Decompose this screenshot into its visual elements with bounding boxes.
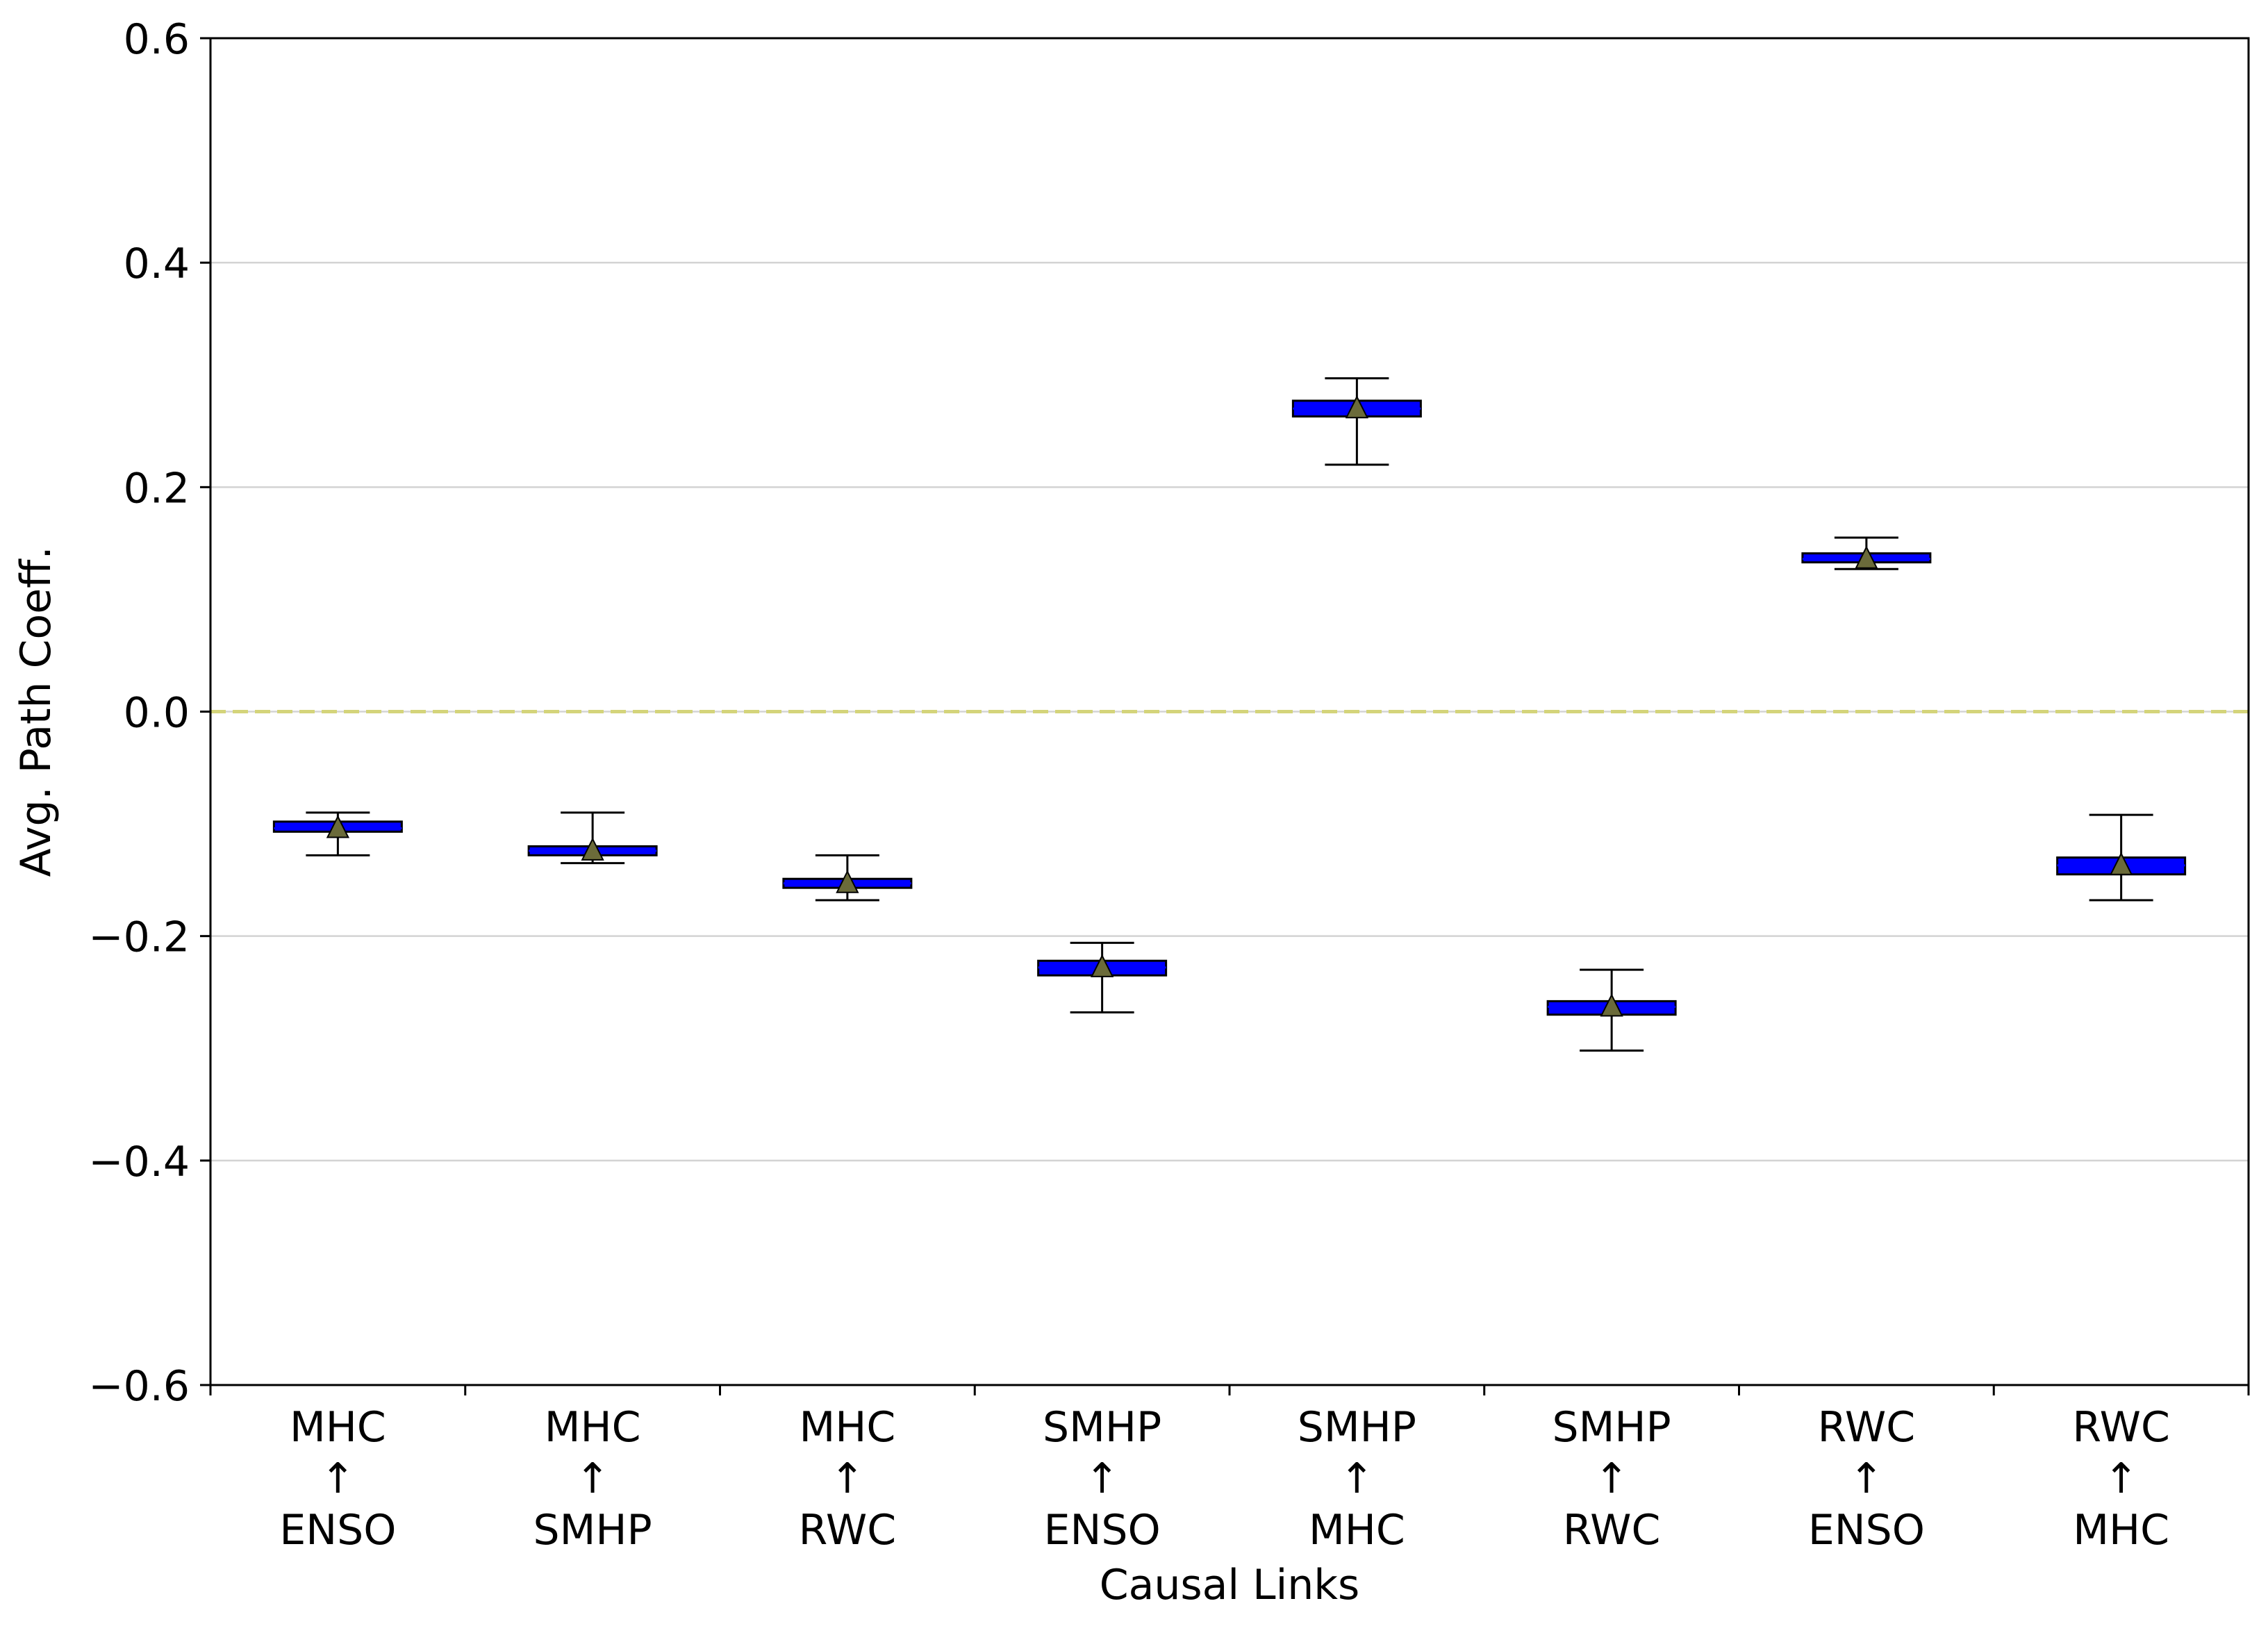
x-tick-label: SMHP — [533, 1506, 652, 1555]
x-tick-label: ↑ — [1084, 1454, 1119, 1503]
mean-marker — [1600, 993, 1623, 1017]
box-plot-item — [1291, 377, 1422, 466]
x-tick-label: MHC — [290, 1403, 386, 1452]
box-plot-item — [1801, 536, 1932, 570]
box-plot-item — [1546, 968, 1677, 1052]
y-axis-label: Avg. Path Coeff. — [12, 546, 60, 877]
box-plot-item — [272, 811, 403, 856]
y-tick-label: 0.2 — [124, 464, 190, 513]
x-tick-label: SMHP — [1553, 1403, 1671, 1452]
box-plot-item — [527, 811, 658, 865]
box-plot-item — [1037, 941, 1168, 1014]
mean-marker — [326, 815, 349, 838]
x-tick-label: ENSO — [279, 1506, 396, 1555]
x-tick-label: SMHP — [1043, 1403, 1161, 1452]
x-tick-label: RWC — [1563, 1506, 1660, 1555]
y-tick-label: −0.2 — [88, 913, 190, 962]
box-plot-item — [2056, 813, 2187, 902]
x-tick-label: ↑ — [1594, 1454, 1629, 1503]
x-tick-label: MHC — [545, 1403, 641, 1452]
x-tick-label: ENSO — [1044, 1506, 1161, 1555]
x-tick-label: MHC — [799, 1403, 895, 1452]
x-tick-label: ↑ — [830, 1454, 865, 1503]
mean-marker — [2110, 852, 2133, 875]
mean-marker — [1345, 395, 1368, 419]
x-tick-label: ↑ — [2103, 1454, 2138, 1503]
x-axis-ticks: MHC↑ENSOMHC↑SMHPMHC↑RWCSMHP↑ENSOSMHP↑MHC… — [209, 1385, 2250, 1555]
x-tick-label: RWC — [2072, 1403, 2169, 1452]
x-tick-label: MHC — [2073, 1506, 2169, 1555]
box-plot-item — [782, 854, 913, 902]
x-tick-label: RWC — [1818, 1403, 1915, 1452]
y-axis-ticks: −0.6 −0.4 −0.2 0.0 0.2 0.4 0.6 — [88, 15, 210, 1411]
mean-marker — [1091, 954, 1114, 977]
x-tick-label: ↑ — [1849, 1454, 1884, 1503]
y-tick-label: −0.4 — [88, 1138, 190, 1186]
x-tick-label: MHC — [1309, 1506, 1405, 1555]
x-tick-label: SMHP — [1298, 1403, 1416, 1452]
y-tick-label: 0.6 — [124, 15, 190, 64]
boxes — [272, 377, 2187, 1052]
x-tick-label: ↑ — [575, 1454, 610, 1503]
mean-marker — [581, 837, 604, 861]
x-tick-label: RWC — [799, 1506, 896, 1555]
y-tick-label: 0.0 — [124, 689, 190, 738]
mean-marker — [836, 870, 859, 893]
mean-marker — [1855, 545, 1878, 569]
x-axis-label: Causal Links — [1100, 1561, 1360, 1609]
x-tick-label: ↑ — [320, 1454, 355, 1503]
x-tick-label: ENSO — [1808, 1506, 1925, 1555]
y-tick-label: −0.6 — [88, 1362, 190, 1411]
x-tick-label: ↑ — [1339, 1454, 1374, 1503]
y-tick-label: 0.4 — [124, 240, 190, 288]
